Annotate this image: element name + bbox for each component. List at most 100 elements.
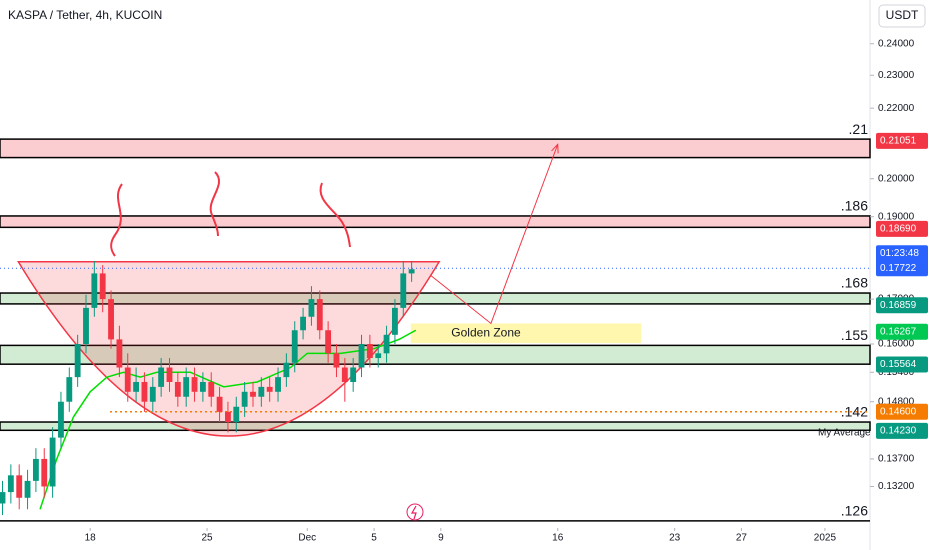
price-tag xyxy=(876,132,928,149)
candle-body xyxy=(308,299,315,317)
zone xyxy=(0,421,871,432)
price-tag xyxy=(876,297,928,314)
moving-average xyxy=(39,329,417,510)
candle-body xyxy=(108,299,114,340)
zone xyxy=(0,292,871,305)
level-label: .126 xyxy=(841,503,868,519)
price-tag-label: 0.17722 xyxy=(880,263,917,274)
candle-body xyxy=(49,437,56,487)
event-icon-bolt xyxy=(410,505,417,520)
x-tick-label: 25 xyxy=(202,533,214,544)
candle-body xyxy=(300,316,307,331)
squiggle xyxy=(319,182,351,248)
currency-label[interactable]: USDT xyxy=(886,8,919,22)
candle-body xyxy=(250,391,256,397)
candle-body xyxy=(58,401,64,438)
candle-body xyxy=(91,273,98,308)
candle-body xyxy=(408,269,415,274)
candle-body xyxy=(392,307,398,335)
candle-body xyxy=(16,475,23,498)
average-label: My Average xyxy=(818,428,871,439)
y-tick-label: 0.14800 xyxy=(878,396,915,407)
candle-body xyxy=(158,367,165,387)
level-label: .142 xyxy=(841,404,868,420)
price-tag xyxy=(876,356,928,373)
candle-body xyxy=(32,458,39,481)
level-label: .168 xyxy=(841,275,868,291)
candle-body xyxy=(333,353,340,368)
candle-body xyxy=(216,396,223,412)
price-tag-label: 0.15564 xyxy=(880,359,917,370)
price-tag-label: 0.16859 xyxy=(880,300,917,311)
y-tick-label: 0.23000 xyxy=(878,70,915,81)
x-tick-label: 2025 xyxy=(814,533,837,544)
candle-body xyxy=(191,377,198,392)
price-tag xyxy=(876,245,928,277)
x-tick-label: 27 xyxy=(736,533,748,544)
candle-body xyxy=(83,307,89,345)
candle-body xyxy=(41,458,48,487)
x-tick-label: 23 xyxy=(669,533,681,544)
candle-body xyxy=(133,381,140,392)
candle-body xyxy=(358,344,365,368)
golden-zone xyxy=(410,323,642,344)
y-tick-label: 0.20000 xyxy=(878,173,915,184)
y-tick-label: 0.16000 xyxy=(878,339,915,350)
candle-body xyxy=(149,386,156,402)
y-tick-label: 0.24000 xyxy=(878,38,915,49)
candle-body xyxy=(141,381,148,402)
squiggle xyxy=(209,171,221,237)
candle-body xyxy=(199,381,206,392)
x-tick-label: 18 xyxy=(85,533,97,544)
candle-body xyxy=(375,353,382,359)
candle-body xyxy=(166,367,173,382)
plot-area: 18 25 Dec 5 9 16 23 27 2025 .21 .186 .168 .155 .142 .1… xyxy=(0,121,871,544)
price-tag xyxy=(876,422,928,439)
price-axis: 0.240000.230000.220000.200000.190000.170… xyxy=(870,38,928,492)
candle-body xyxy=(258,386,265,397)
price-tag-label: 0.14600 xyxy=(880,406,917,417)
chart-title: KASPA / Tether, 4h, KUCOIN xyxy=(8,8,162,22)
price-tag-label: 0.21051 xyxy=(880,135,917,146)
level-label: .155 xyxy=(841,327,868,343)
candle-body xyxy=(241,391,248,407)
candle-body xyxy=(0,492,6,504)
x-tick-label: 16 xyxy=(552,533,564,544)
candle-body xyxy=(183,377,190,397)
event-icon[interactable] xyxy=(406,503,424,521)
zone xyxy=(0,344,871,365)
y-tick-label: 0.13200 xyxy=(878,481,915,492)
price-tag-label: 0.18690 xyxy=(880,224,917,235)
candle-body xyxy=(341,367,348,382)
y-tick-label: 0.13700 xyxy=(878,454,915,465)
candle-body xyxy=(400,273,407,308)
zone xyxy=(0,215,871,229)
candle-body xyxy=(283,362,290,378)
candle-body xyxy=(7,475,14,493)
candle-body xyxy=(291,330,298,363)
x-tick-label: 5 xyxy=(371,533,377,544)
candle-body xyxy=(316,299,323,331)
currency-button[interactable] xyxy=(878,4,926,28)
candle-body xyxy=(350,367,357,382)
arrow-head xyxy=(551,143,559,154)
level-label: .186 xyxy=(841,198,868,214)
candle-body xyxy=(99,273,106,300)
candle-body xyxy=(266,386,273,392)
candle-body xyxy=(208,381,215,397)
level-label: .21 xyxy=(849,121,869,137)
y-tick-label: 0.22000 xyxy=(878,103,915,114)
squiggle xyxy=(110,183,123,257)
candle-body xyxy=(275,377,281,392)
price-tag xyxy=(876,403,928,420)
candle-body xyxy=(24,480,31,498)
price-tag-label: 0.16267 xyxy=(880,326,917,337)
candle-body xyxy=(66,377,73,402)
candle-body xyxy=(174,381,181,397)
candle-body xyxy=(233,406,240,423)
zone xyxy=(0,138,871,159)
price-tag-label: 0.14230 xyxy=(880,425,917,436)
price-tag xyxy=(876,220,928,237)
